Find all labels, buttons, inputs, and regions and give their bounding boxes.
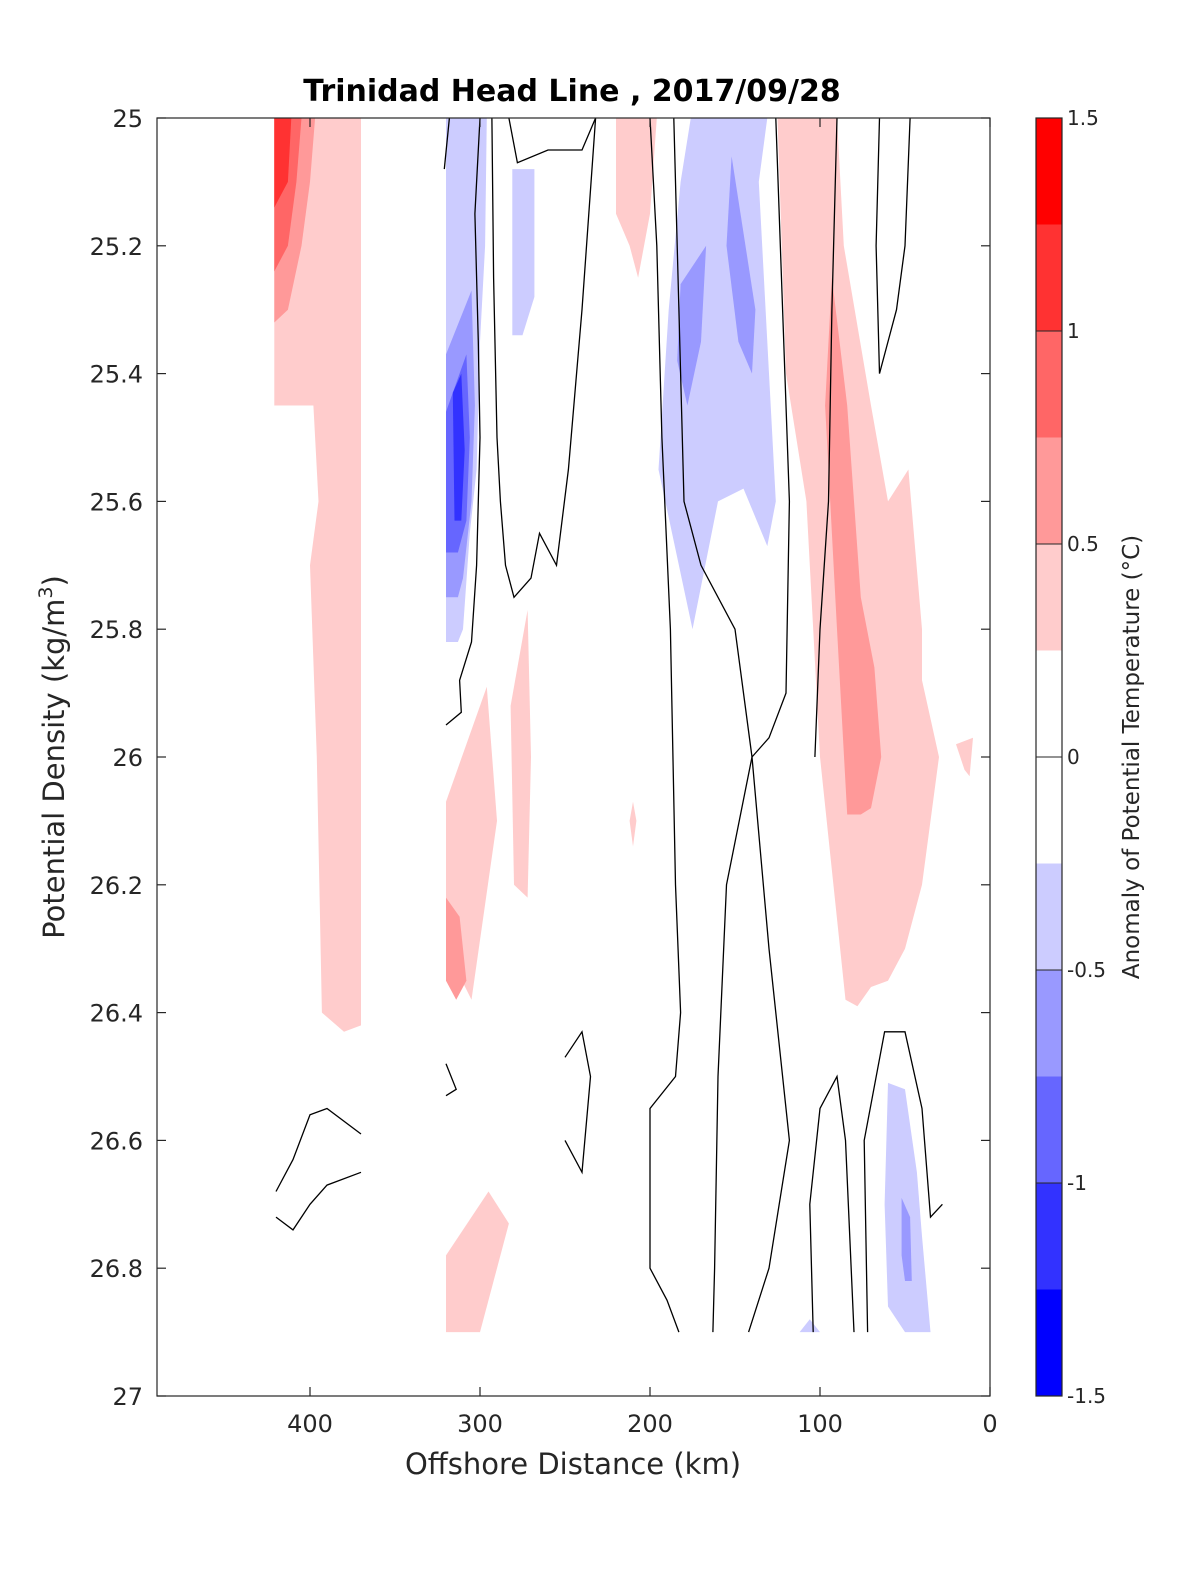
colorbar: -1.5 -1 -0.5 0 0.5 1 1.5 (1035, 106, 1106, 1408)
filled-contour-regions (274, 118, 973, 1333)
region-cold-patch-50km-deep-core (901, 1197, 912, 1281)
colorbar-tick-label: -0.5 (1067, 958, 1106, 982)
y-tick-label: 25.6 (90, 488, 143, 516)
contour-line-14 (809, 1074, 855, 1333)
y-tick-label: 25 (112, 105, 143, 133)
contour-line-7 (712, 117, 791, 1333)
y-tick-label: 26.2 (90, 872, 143, 900)
y-tick-label: 26.8 (90, 1255, 143, 1283)
region-cold-patch-50km-deep (884, 1082, 931, 1333)
region-warm-patch-290km-deep (446, 1191, 509, 1333)
contour-line-4 (508, 117, 597, 164)
region-cold-patch-110km-deep (799, 1319, 820, 1333)
y-axis-label-superscript: 3 (35, 586, 57, 598)
x-axis-label: Offshore Distance (km) (405, 1447, 741, 1481)
colorbar-swatch (1036, 544, 1062, 651)
contour-line-10 (275, 1107, 362, 1192)
y-axis-label: Potential Density (kg/m3) (35, 575, 71, 939)
contour-line-2 (445, 117, 481, 726)
region-warm-patch-275km (510, 610, 531, 898)
y-axis-label-main: Potential Density (kg/m (37, 599, 71, 939)
colorbar-tick-label: -1.5 (1067, 1384, 1106, 1408)
colorbar-tick-label: 1.5 (1067, 106, 1099, 130)
x-tick-label: 300 (457, 1410, 503, 1438)
colorbar-tick-label: 0.5 (1067, 532, 1099, 556)
plot-area: 400 300 200 100 0 25 25.2 25.4 25.6 25.8 26 26.2 26… (90, 105, 998, 1438)
contour-line-15 (863, 1031, 943, 1333)
region-warm-band-nearshore-core (825, 277, 882, 815)
contour-line-1 (443, 117, 451, 170)
y-tick-label: 26 (112, 744, 143, 772)
colorbar-swatch (1036, 970, 1062, 1077)
colorbar-swatch (1036, 331, 1062, 438)
contour-line-3 (491, 117, 597, 599)
contour-line-8 (814, 117, 838, 758)
y-axis-label-close: ) (37, 575, 71, 586)
y-tick-label: 27 (112, 1383, 143, 1411)
y-tick-label: 25.2 (90, 233, 143, 261)
colorbar-tick-label: 0 (1067, 745, 1080, 769)
region-warm-patch-coast (956, 737, 973, 777)
contour-line-9 (875, 117, 911, 374)
x-tick-label: 100 (797, 1410, 843, 1438)
colorbar-swatch (1036, 863, 1062, 970)
y-axis-ticks: 25 25.2 25.4 25.6 25.8 26 26.2 26.4 26.6 26.8 27 (90, 105, 990, 1411)
region-warm-patch-300km-core (446, 897, 467, 1000)
region-warm-dot-210km (629, 801, 637, 847)
region-cold-band-160km-mid-2 (726, 156, 756, 374)
colorbar-swatch (1036, 437, 1062, 544)
region-cold-patch-275km (512, 169, 535, 336)
contour-line-12 (564, 1030, 592, 1175)
colorbar-swatch (1036, 224, 1062, 331)
region-cold-band-160km-mid-1 (677, 245, 707, 406)
contour-line-13 (445, 1063, 458, 1097)
colorbar-swatch (1036, 1289, 1062, 1396)
colorbar-swatch (1036, 1076, 1062, 1183)
colorbar-ticks: -1.5 -1 -0.5 0 0.5 1 1.5 (1036, 106, 1106, 1408)
region-warm-patch-210km (616, 118, 657, 278)
region-cold-band-160km (658, 118, 776, 630)
y-tick-label: 26.6 (90, 1127, 143, 1155)
y-tick-label: 26.4 (90, 1000, 143, 1028)
region-cold-tongue-300km-max (452, 373, 465, 521)
x-tick-label: 0 (982, 1410, 997, 1438)
y-tick-label: 25.4 (90, 361, 143, 389)
region-offshore-warm-core-3 (274, 118, 292, 208)
colorbar-label: Anomaly of Potential Temperature (°C) (1119, 535, 1145, 979)
chart-title: Trinidad Head Line , 2017/09/28 (303, 74, 840, 109)
colorbar-tick-label: -1 (1067, 1171, 1087, 1195)
colorbar-swatch (1036, 118, 1062, 225)
colorbar-tick-label: 1 (1067, 319, 1080, 343)
contour-line-6 (673, 117, 791, 1333)
x-axis-ticks: 400 300 200 100 0 (287, 118, 998, 1438)
y-tick-label: 25.8 (90, 616, 143, 644)
colorbar-swatch (1036, 1183, 1062, 1290)
x-tick-label: 200 (627, 1410, 673, 1438)
x-tick-label: 400 (287, 1410, 333, 1438)
contour-line-11 (275, 1171, 362, 1231)
contour-line-5 (649, 117, 682, 1333)
contour-lines (275, 117, 943, 1333)
region-offshore-warm-band (274, 118, 361, 1032)
